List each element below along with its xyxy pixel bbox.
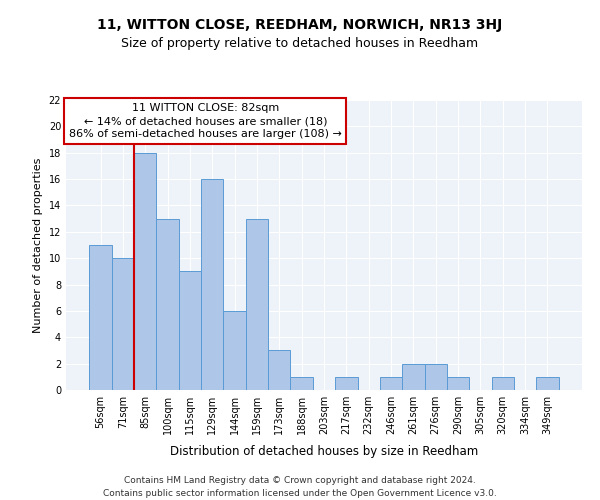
Bar bbox=[201, 179, 223, 390]
Y-axis label: Number of detached properties: Number of detached properties bbox=[33, 158, 43, 332]
X-axis label: Distribution of detached houses by size in Reedham: Distribution of detached houses by size … bbox=[170, 446, 478, 458]
Bar bbox=[112, 258, 134, 390]
Bar bbox=[268, 350, 290, 390]
Bar bbox=[380, 377, 402, 390]
Bar bbox=[491, 377, 514, 390]
Text: 11, WITTON CLOSE, REEDHAM, NORWICH, NR13 3HJ: 11, WITTON CLOSE, REEDHAM, NORWICH, NR13… bbox=[97, 18, 503, 32]
Bar bbox=[335, 377, 358, 390]
Bar bbox=[402, 364, 425, 390]
Bar bbox=[447, 377, 469, 390]
Bar bbox=[290, 377, 313, 390]
Bar bbox=[246, 218, 268, 390]
Text: 11 WITTON CLOSE: 82sqm
← 14% of detached houses are smaller (18)
86% of semi-det: 11 WITTON CLOSE: 82sqm ← 14% of detached… bbox=[69, 103, 342, 140]
Text: Contains HM Land Registry data © Crown copyright and database right 2024.
Contai: Contains HM Land Registry data © Crown c… bbox=[103, 476, 497, 498]
Bar bbox=[223, 311, 246, 390]
Text: Size of property relative to detached houses in Reedham: Size of property relative to detached ho… bbox=[121, 38, 479, 51]
Bar bbox=[425, 364, 447, 390]
Bar bbox=[536, 377, 559, 390]
Bar bbox=[179, 272, 201, 390]
Bar bbox=[157, 218, 179, 390]
Bar bbox=[89, 245, 112, 390]
Bar bbox=[134, 152, 157, 390]
